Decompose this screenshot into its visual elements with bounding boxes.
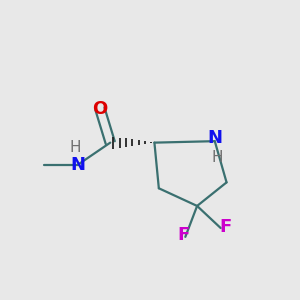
Text: F: F bbox=[178, 226, 190, 244]
Text: F: F bbox=[219, 218, 231, 236]
Text: H: H bbox=[69, 140, 81, 154]
Text: N: N bbox=[70, 156, 86, 174]
Text: H: H bbox=[212, 150, 224, 165]
Text: O: O bbox=[92, 100, 108, 118]
Text: N: N bbox=[207, 129, 222, 147]
